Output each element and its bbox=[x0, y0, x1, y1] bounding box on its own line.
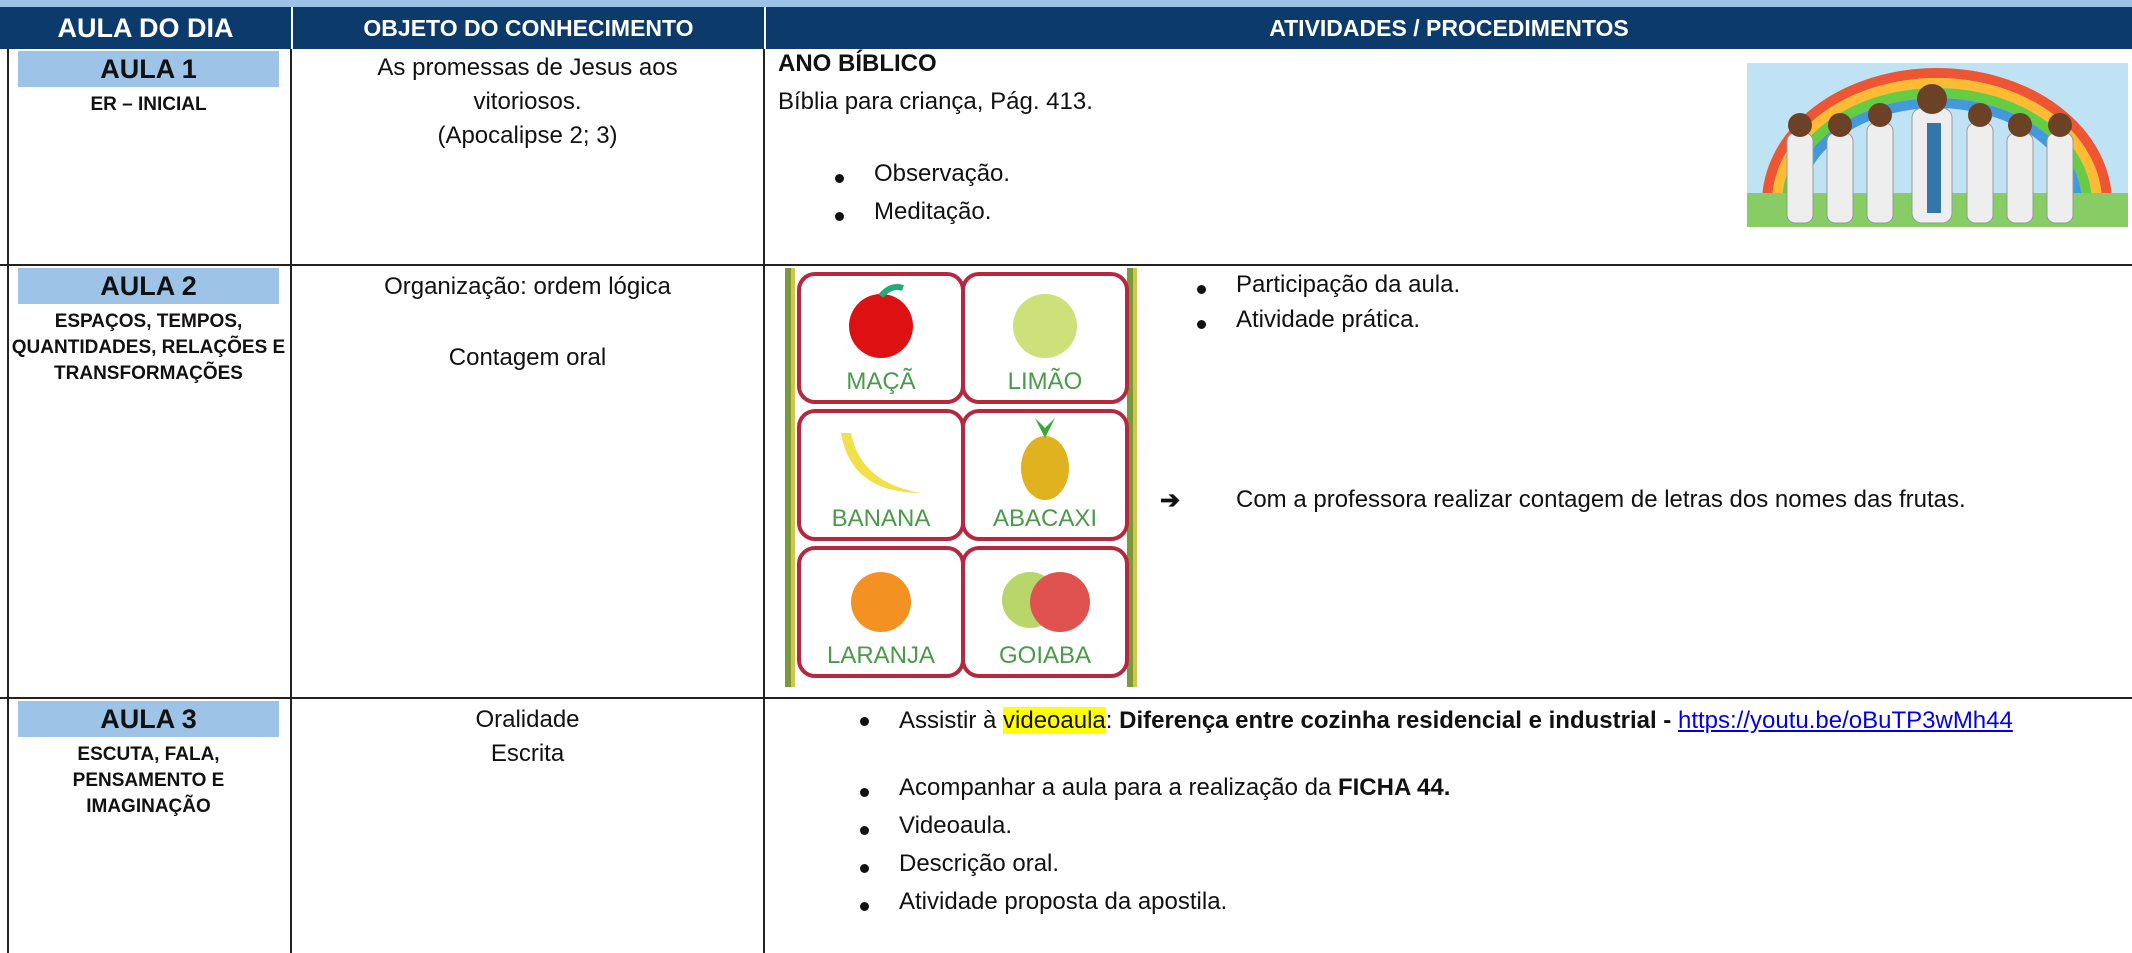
bullet-item: Acompanhar a aula para a realização da F… bbox=[859, 774, 1451, 802]
text: FICHA 44. bbox=[1337, 774, 1451, 801]
bullet-item: Meditação. bbox=[834, 198, 992, 225]
border bbox=[0, 697, 2132, 699]
fruit-cards: MAÇÃ LIMÃO BANANA ABACAXI LARANJA GOIABA bbox=[785, 268, 1137, 687]
fruit-icon bbox=[1021, 418, 1069, 500]
objective: Contagem oral bbox=[448, 344, 607, 371]
fruit-icon bbox=[1013, 294, 1077, 358]
objective: As promessas de Jesus aos vitoriosos. (Apo… bbox=[291, 51, 764, 153]
text: (Apocalipse 2; 3) bbox=[437, 122, 618, 149]
bullet-item: Atividade proposta da apostila. bbox=[859, 888, 1228, 915]
fruit-card: MAÇÃ bbox=[797, 272, 965, 404]
video-title: Diferença entre cozinha residencial e in… bbox=[1119, 707, 1672, 734]
fruit-card: LIMÃO bbox=[961, 272, 1129, 404]
fruit-name: LARANJA bbox=[826, 642, 936, 669]
fruit-icon bbox=[1002, 572, 1090, 632]
top-strip bbox=[0, 0, 2132, 7]
text: : bbox=[1105, 707, 1113, 734]
fruit-name: ABACAXI bbox=[992, 505, 1098, 532]
lesson-label: AULA 1 bbox=[18, 51, 279, 87]
fruit-icon bbox=[851, 572, 911, 632]
arrow-item: Com a professora realizar contagem de le… bbox=[1236, 486, 1966, 513]
text: vitoriosos. bbox=[473, 88, 582, 115]
text: Oralidade bbox=[475, 706, 580, 733]
header-cell: AULA DO DIA bbox=[0, 7, 291, 49]
objective: Oralidade Escrita bbox=[291, 703, 764, 771]
fruit-card: GOIABA bbox=[961, 546, 1129, 678]
text: Escrita bbox=[490, 740, 565, 767]
activity-source: Bíblia para criança, Pág. 413. bbox=[778, 88, 1093, 115]
fruit-icon bbox=[849, 284, 913, 358]
bullet-item: Descrição oral. bbox=[859, 850, 1060, 877]
highlight: videoaula bbox=[1003, 707, 1106, 734]
fruit-name: LIMÃO bbox=[1007, 368, 1083, 395]
header-cell: OBJETO DO CONHECIMENTO bbox=[293, 7, 764, 49]
header-cell: ATIVIDADES / PROCEDIMENTOS bbox=[766, 7, 2132, 49]
lesson-area: ESCUTA, FALA, PENSAMENTO E IMAGINAÇÃO bbox=[72, 744, 225, 817]
border bbox=[0, 264, 2132, 266]
border bbox=[290, 49, 292, 953]
activity-title: ANO BÍBLICO bbox=[778, 50, 937, 77]
text: As promessas de Jesus aos bbox=[377, 54, 678, 81]
fruit-name: MAÇÃ bbox=[846, 368, 916, 395]
objective: Organização: ordem lógica bbox=[384, 273, 671, 300]
lesson-area: ESPAÇOS, TEMPOS, QUANTIDADES, RELAÇÕES E… bbox=[11, 311, 286, 384]
text: Acompanhar a aula para a realização da bbox=[899, 774, 1332, 801]
fruit-name: GOIABA bbox=[998, 642, 1092, 669]
bullet-item: Participação da aula. bbox=[1196, 271, 1461, 298]
fruit-name: BANANA bbox=[831, 505, 931, 532]
lesson-label: AULA 3 bbox=[18, 701, 279, 737]
border bbox=[763, 49, 765, 953]
fruit-card: BANANA bbox=[797, 409, 965, 541]
lesson-area: ER – INICIAL bbox=[90, 94, 207, 115]
bullet-item: Observação. bbox=[834, 160, 1011, 187]
bullet-item: Assistir à videoaula: Diferença entre co… bbox=[860, 703, 2128, 739]
arrow-icon: ➔ bbox=[1160, 487, 1181, 514]
bullet-item: Atividade prática. bbox=[1196, 306, 1421, 333]
fruit-card: ABACAXI bbox=[961, 409, 1129, 541]
video-link[interactable]: https://youtu.be/oBuTP3wMh44 bbox=[1677, 707, 2013, 734]
text: Assistir à bbox=[899, 707, 997, 734]
border bbox=[7, 49, 9, 953]
bullet-item: Videoaula. bbox=[860, 812, 1012, 839]
fruit-card: LARANJA bbox=[797, 546, 965, 678]
illustration bbox=[1747, 63, 2128, 227]
fruit-icon bbox=[841, 433, 921, 493]
lesson-label: AULA 2 bbox=[18, 268, 279, 304]
